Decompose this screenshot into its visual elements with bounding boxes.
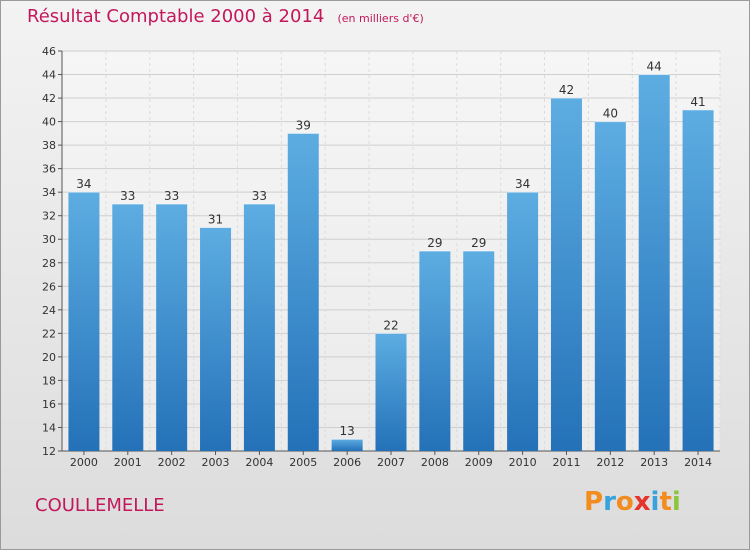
x-tick-label: 2006	[333, 456, 361, 469]
x-tick-label: 2014	[684, 456, 712, 469]
bar	[375, 333, 407, 451]
data-label: 31	[208, 212, 223, 226]
logo-letter: i	[671, 487, 681, 517]
title-main: Résultat Comptable 2000 à 2014	[27, 6, 325, 27]
x-tick-label: 2000	[70, 456, 98, 469]
bar	[287, 133, 319, 451]
data-label: 33	[252, 189, 267, 203]
y-tick-label: 42	[42, 92, 56, 105]
logo-letter: t	[659, 487, 672, 517]
bar	[463, 251, 495, 451]
x-tick-label: 2012	[596, 456, 624, 469]
y-tick-label: 28	[42, 257, 56, 270]
data-label: 34	[515, 177, 530, 191]
logo-letter: x	[633, 487, 651, 517]
x-tick-label: 2005	[289, 456, 317, 469]
x-tick-label: 2003	[202, 456, 230, 469]
x-tick-label: 2008	[421, 456, 449, 469]
x-tick-label: 2011	[552, 456, 580, 469]
bar	[156, 203, 188, 451]
y-tick-label: 16	[42, 398, 56, 411]
y-tick-label: 20	[42, 351, 56, 364]
logo-letter: r	[603, 487, 616, 517]
bar	[243, 203, 275, 451]
data-label: 29	[471, 236, 486, 250]
bar	[550, 98, 582, 451]
data-label: 39	[296, 118, 311, 132]
proxiti-logo: Proxiti	[584, 487, 681, 517]
x-tick-label: 2004	[245, 456, 273, 469]
x-tick-label: 2013	[640, 456, 668, 469]
y-tick-label: 24	[42, 304, 56, 317]
x-tick-label: 2001	[114, 456, 142, 469]
data-label: 42	[559, 83, 574, 97]
y-tick-label: 36	[42, 163, 56, 176]
y-tick-label: 40	[42, 116, 56, 129]
bar	[682, 109, 714, 451]
data-label: 33	[120, 189, 135, 203]
commune-name: COULLEMELLE	[35, 495, 165, 516]
x-tick-label: 2009	[465, 456, 493, 469]
y-tick-label: 34	[42, 186, 56, 199]
y-tick-label: 12	[42, 445, 56, 458]
data-label: 13	[339, 424, 354, 438]
x-tick-label: 2002	[158, 456, 186, 469]
y-tick-label: 46	[42, 45, 56, 58]
y-tick-label: 14	[42, 421, 56, 434]
y-tick-label: 22	[42, 327, 56, 340]
logo-letter: i	[650, 487, 660, 517]
y-tick-label: 26	[42, 280, 56, 293]
y-tick-label: 44	[42, 69, 56, 82]
title-unit: (en milliers d'€)	[337, 12, 424, 25]
data-label: 40	[603, 107, 618, 121]
data-label: 44	[647, 60, 662, 74]
x-tick-label: 2007	[377, 456, 405, 469]
y-tick-label: 30	[42, 233, 56, 246]
y-tick-label: 38	[42, 139, 56, 152]
data-label: 41	[690, 95, 705, 109]
logo-letter: o	[615, 487, 634, 517]
logo-letter: P	[584, 487, 604, 517]
bar	[112, 203, 144, 451]
bar	[68, 192, 100, 452]
bar	[331, 439, 363, 451]
x-tick-label: 2010	[509, 456, 537, 469]
chart-title: Résultat Comptable 2000 à 2014 (en milli…	[27, 6, 424, 27]
bar	[594, 121, 626, 452]
data-label: 33	[164, 189, 179, 203]
y-tick-label: 32	[42, 210, 56, 223]
data-label: 29	[427, 236, 442, 250]
data-label: 34	[76, 177, 91, 191]
y-tick-label: 18	[42, 374, 56, 387]
bar	[419, 251, 451, 451]
bar	[507, 192, 539, 452]
data-label: 22	[383, 318, 398, 332]
bar	[200, 227, 232, 451]
bar	[638, 74, 670, 451]
